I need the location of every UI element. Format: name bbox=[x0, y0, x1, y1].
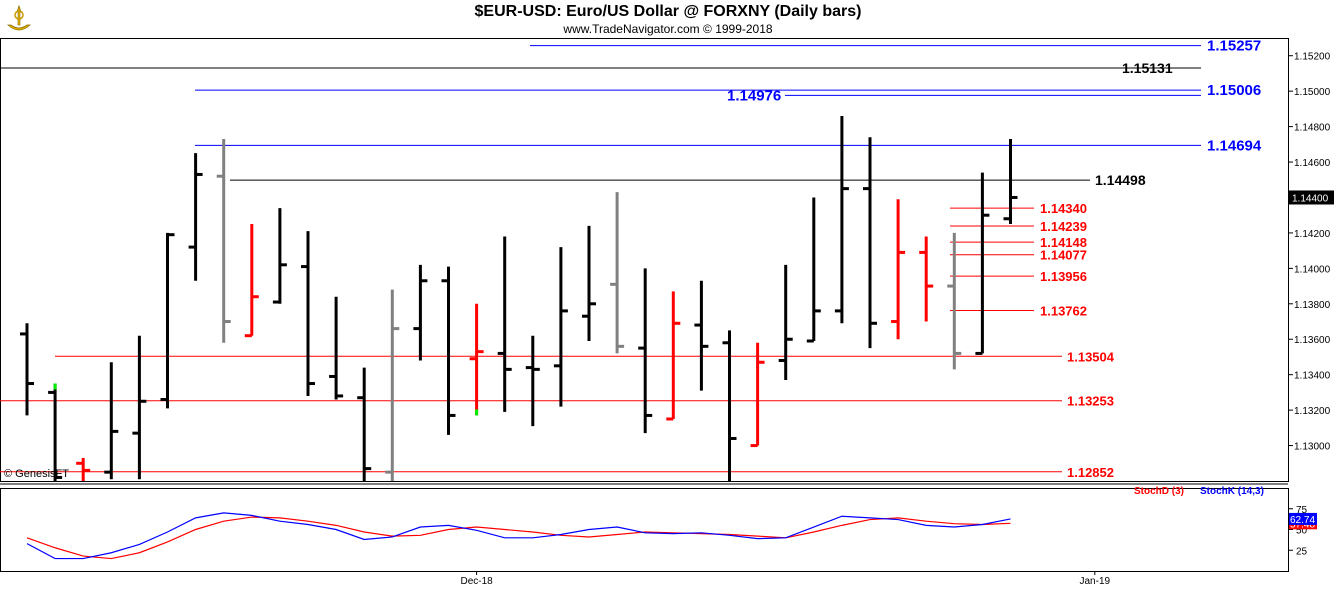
copyright-label: © GenesisFT bbox=[4, 468, 69, 480]
level-label: 1.13956 bbox=[1040, 269, 1087, 284]
stoch-panel-frame bbox=[0, 488, 1289, 572]
level-label: 1.14498 bbox=[1095, 172, 1146, 188]
stoch-line-d bbox=[26, 516, 1011, 560]
level-label: 1.14694 bbox=[1207, 137, 1262, 154]
chart-title: $EUR-USD: Euro/US Dollar @ FORXNY (Daily… bbox=[474, 3, 862, 20]
y-tick-label: 1.13400 bbox=[1294, 371, 1331, 382]
stoch-y-label: 75 bbox=[1296, 505, 1308, 516]
level-label: 1.14077 bbox=[1040, 248, 1087, 263]
level-label: 1.15131 bbox=[1122, 60, 1173, 76]
y-tick-label: 1.15000 bbox=[1294, 87, 1331, 98]
level-label: 1.15257 bbox=[1207, 38, 1261, 55]
legend-stochd: StochD (3) bbox=[1134, 486, 1184, 497]
level-label: 1.15006 bbox=[1207, 82, 1261, 99]
chart-subtitle: www.TradeNavigator.com © 1999-2018 bbox=[563, 22, 773, 36]
level-label: 1.13253 bbox=[1067, 394, 1114, 409]
stoch-line-k bbox=[26, 512, 1011, 560]
chart-header: $EUR-USD: Euro/US Dollar @ FORXNY (Daily… bbox=[0, 0, 1336, 38]
last-price-label: 1.14400 bbox=[1292, 193, 1329, 204]
level-label: 1.14148 bbox=[1040, 235, 1087, 250]
level-label: 1.13762 bbox=[1040, 304, 1087, 319]
y-tick-label: 1.14000 bbox=[1294, 264, 1331, 275]
stoch-y-label: 25 bbox=[1296, 546, 1308, 557]
level-label: 1.12852 bbox=[1067, 465, 1114, 480]
y-tick-label: 1.13800 bbox=[1294, 300, 1331, 311]
last-price-box bbox=[1289, 190, 1334, 205]
legend-stochk: StochK (14,3) bbox=[1200, 486, 1264, 497]
stoch-y-label: 50 bbox=[1296, 526, 1308, 537]
y-tick-label: 1.13200 bbox=[1294, 406, 1331, 417]
green-marker bbox=[53, 383, 57, 390]
stoch-last-label: 62.74 bbox=[1290, 515, 1315, 526]
level-label: 1.13504 bbox=[1067, 349, 1115, 364]
navigator-logo-icon bbox=[3, 3, 35, 35]
x-tick-label: Dec-18 bbox=[460, 576, 493, 587]
y-tick-label: 1.14200 bbox=[1294, 229, 1331, 240]
level-label: 1.14340 bbox=[1040, 201, 1087, 216]
y-tick-label: 1.15200 bbox=[1294, 52, 1331, 63]
y-tick-label: 1.13600 bbox=[1294, 335, 1331, 346]
level-label: 1.14976 bbox=[727, 87, 781, 104]
y-tick-label: 1.14600 bbox=[1294, 158, 1331, 169]
level-label: 1.14239 bbox=[1040, 219, 1087, 234]
y-tick-label: 1.14800 bbox=[1294, 123, 1331, 134]
y-tick-label: 1.13000 bbox=[1294, 442, 1331, 453]
green-marker bbox=[475, 409, 479, 416]
x-tick-label: Jan-19 bbox=[1080, 576, 1111, 587]
stoch-last-box bbox=[1289, 512, 1317, 525]
